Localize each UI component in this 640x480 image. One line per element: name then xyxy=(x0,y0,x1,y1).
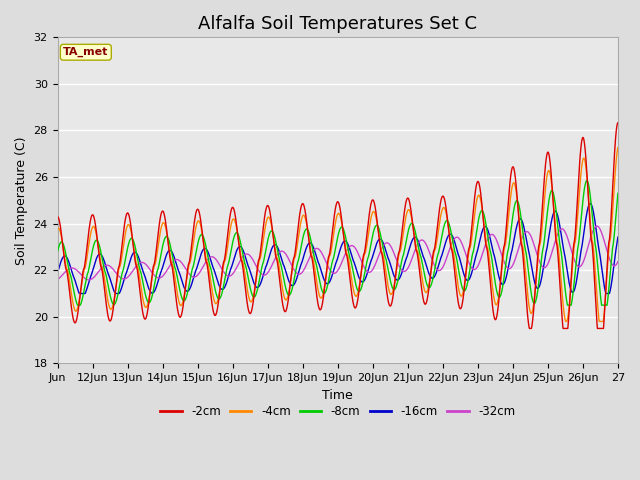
Y-axis label: Soil Temperature (C): Soil Temperature (C) xyxy=(15,136,28,264)
Legend: -2cm, -4cm, -8cm, -16cm, -32cm: -2cm, -4cm, -8cm, -16cm, -32cm xyxy=(156,400,520,423)
Text: TA_met: TA_met xyxy=(63,47,109,58)
X-axis label: Time: Time xyxy=(323,389,353,402)
Title: Alfalfa Soil Temperatures Set C: Alfalfa Soil Temperatures Set C xyxy=(198,15,477,33)
